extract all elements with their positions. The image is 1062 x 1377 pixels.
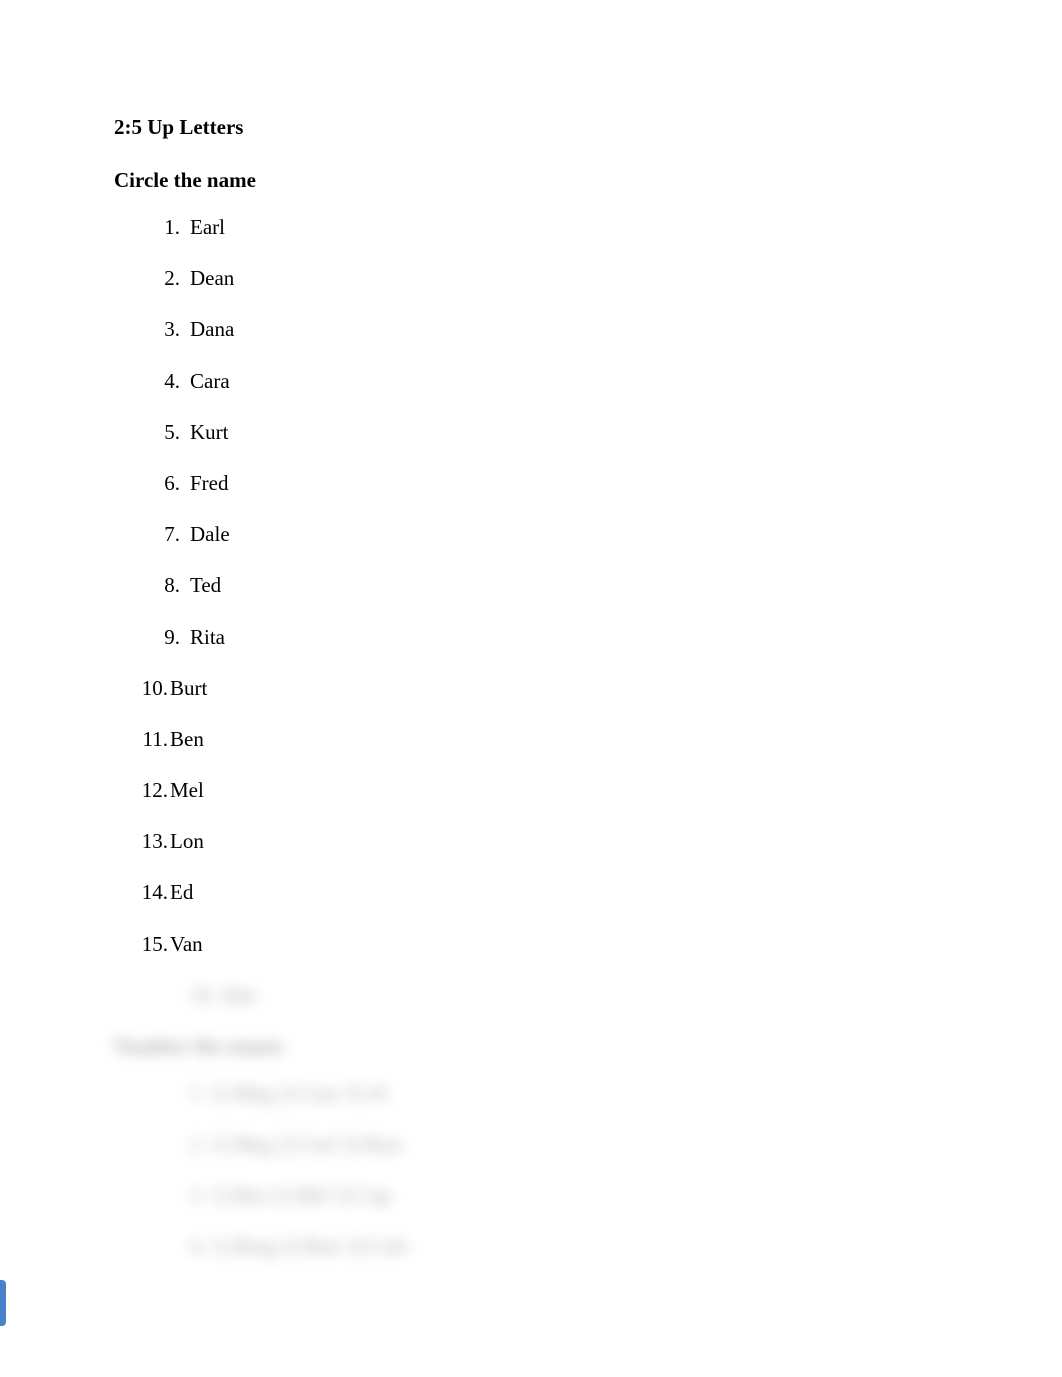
- list-number: 2.: [140, 266, 180, 291]
- blurred-sub-item: 3. 1) Ben 2) Mel 3) Cap: [114, 1183, 948, 1208]
- side-tab-indicator: [0, 1280, 6, 1326]
- list-number: 14.: [120, 880, 168, 905]
- list-number: 7.: [140, 522, 180, 547]
- list-text: Dana: [190, 317, 234, 341]
- list-text: Burt: [170, 676, 207, 700]
- list-text: Ted: [190, 573, 221, 597]
- list-text: Ben: [170, 727, 204, 751]
- list-text: Van: [170, 932, 203, 956]
- list-number: 11.: [120, 727, 168, 752]
- blurred-heading: Number the names: [114, 1034, 948, 1059]
- list-item: 9. Rita: [162, 625, 948, 650]
- blurred-list-item: 16. Dan: [114, 983, 948, 1008]
- list-text: Mel: [170, 778, 204, 802]
- list-item: 8. Ted: [162, 573, 948, 598]
- blurred-preview: 16. Dan Number the names 1. 1) Meg 2) Ca…: [114, 983, 948, 1259]
- list-item: 10. Burt: [162, 676, 948, 701]
- list-number: 12.: [120, 778, 168, 803]
- list-text: Lon: [170, 829, 204, 853]
- instruction-heading: Circle the name: [114, 168, 948, 193]
- list-text: Dale: [190, 522, 230, 546]
- list-number: 9.: [140, 625, 180, 650]
- list-text: Earl: [190, 215, 225, 239]
- list-number: 1.: [140, 215, 180, 240]
- list-number: 13.: [120, 829, 168, 854]
- name-list: 1. Earl 2. Dean 3. Dana 4. Cara 5. Kurt …: [114, 215, 948, 957]
- list-item: 2. Dean: [162, 266, 948, 291]
- list-text: Fred: [190, 471, 229, 495]
- list-item: 6. Fred: [162, 471, 948, 496]
- list-text: Rita: [190, 625, 225, 649]
- list-item: 12. Mel: [162, 778, 948, 803]
- list-item: 13. Lon: [162, 829, 948, 854]
- list-item: 7. Dale: [162, 522, 948, 547]
- list-item: 5. Kurt: [162, 420, 948, 445]
- list-text: Dean: [190, 266, 234, 290]
- list-number: 6.: [140, 471, 180, 496]
- page-title: 2:5 Up Letters: [114, 115, 948, 140]
- blurred-sub-item: 1. 1) Meg 2) Cara 3) Al: [114, 1081, 948, 1106]
- list-number: 15.: [120, 932, 168, 957]
- blurred-sub-item: 2. 1) Meg 2) Carl 3) Burt: [114, 1132, 948, 1157]
- blurred-sub-item: 4. 1) Burg 2) Burt 3) Cole: [114, 1234, 948, 1259]
- list-number: 10.: [120, 676, 168, 701]
- list-item: 14. Ed: [162, 880, 948, 905]
- list-number: 4.: [140, 369, 180, 394]
- list-number: 5.: [140, 420, 180, 445]
- list-item: 1. Earl: [162, 215, 948, 240]
- list-text: Ed: [170, 880, 193, 904]
- list-text: Cara: [190, 369, 230, 393]
- list-item: 3. Dana: [162, 317, 948, 342]
- list-item: 4. Cara: [162, 369, 948, 394]
- list-number: 8.: [140, 573, 180, 598]
- list-item: 11. Ben: [162, 727, 948, 752]
- list-text: Kurt: [190, 420, 229, 444]
- list-item: 15. Van: [162, 932, 948, 957]
- list-number: 3.: [140, 317, 180, 342]
